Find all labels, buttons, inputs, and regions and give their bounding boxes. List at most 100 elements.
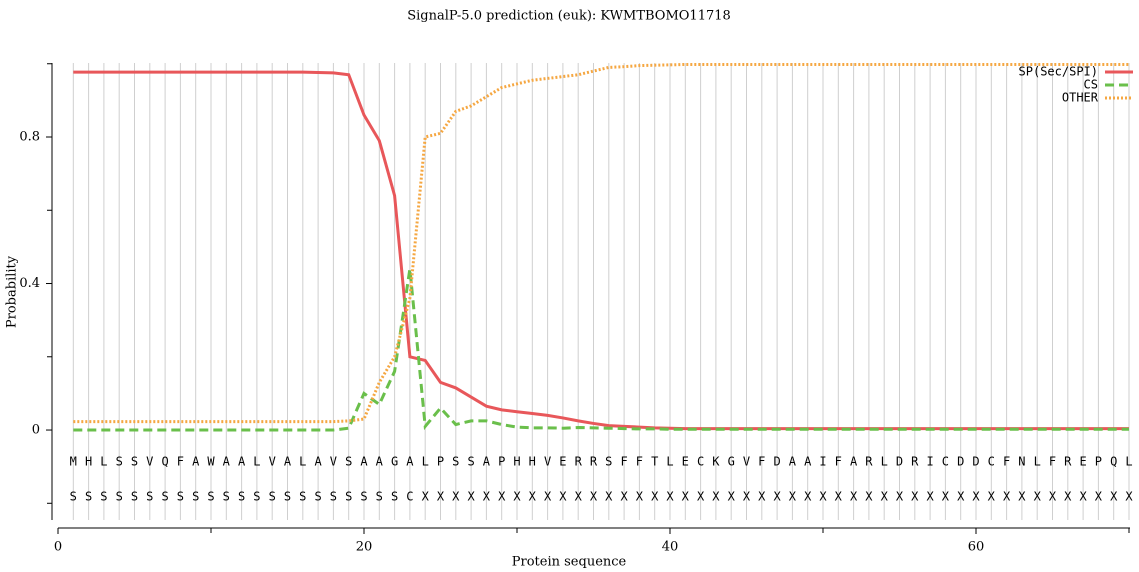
series-line [73,62,1129,424]
residue: L [1125,455,1132,469]
annotation: X [513,490,521,504]
annotation: X [620,490,628,504]
annotation: X [773,490,781,504]
annotation: X [743,490,751,504]
annotation: S [70,490,77,504]
annotation: S [192,490,199,504]
residue: D [773,455,780,469]
annotation: X [911,490,919,504]
residue: F [835,455,842,469]
residue: R [911,455,919,469]
residue: E [559,455,566,469]
annotation: S [345,490,352,504]
residue: C [988,455,995,469]
x-tick-label: 0 [54,540,62,555]
residue: R [590,455,598,469]
annotation: S [223,490,230,504]
residue: L [666,455,673,469]
x-tick-label: 40 [662,540,679,555]
residue: C [942,455,949,469]
residue: H [513,455,520,469]
residue: P [1095,455,1102,469]
residue: L [253,455,260,469]
residue: P [498,455,505,469]
residue: A [406,455,414,469]
annotation: X [972,490,980,504]
annotation: X [1095,490,1103,504]
annotation: X [651,490,659,504]
residue: F [1049,455,1056,469]
residue: A [850,455,858,469]
series-line [73,268,1129,432]
residue: H [529,455,536,469]
annotation: X [835,490,843,504]
residue: V [544,455,551,469]
annotation: S [161,490,168,504]
annotation: X [758,490,766,504]
residue: Q [161,455,168,469]
residue: I [926,455,933,469]
residue: N [1018,455,1025,469]
annotation: X [1064,490,1072,504]
residue: V [330,455,337,469]
residue: V [146,455,153,469]
residue: D [957,455,964,469]
residue: Q [1110,455,1117,469]
residue: A [483,455,491,469]
annotation: X [575,490,583,504]
y-axis-label: Probability [5,255,20,328]
annotation: X [896,490,904,504]
annotation: S [299,490,306,504]
annotation: X [590,490,598,504]
residue: A [192,455,200,469]
annotation: X [728,490,736,504]
residue: F [177,455,184,469]
residue: S [116,455,123,469]
residue: A [789,455,797,469]
residue: G [728,455,735,469]
annotation: S [391,490,398,504]
residue: V [743,455,750,469]
residue: A [238,455,246,469]
annotation: X [1079,490,1087,504]
annotation: S [330,490,337,504]
residue: V [269,455,276,469]
residue: L [1034,455,1041,469]
residue: T [651,455,658,469]
annotation: X [957,490,965,504]
annotation: X [881,490,889,504]
residue: G [391,455,398,469]
annotation: X [483,490,491,504]
annotation: X [666,490,674,504]
residue: S [467,455,474,469]
x-axis-label: Protein sequence [512,555,627,570]
residue: S [605,455,612,469]
annotation: X [422,490,430,504]
annotation: S [269,490,276,504]
residue: E [682,455,689,469]
y-tick-label: 0.4 [19,276,40,291]
residue: F [758,455,765,469]
residue: D [972,455,979,469]
annotation: X [605,490,613,504]
annotation: X [988,490,996,504]
annotation: X [498,490,506,504]
annotation: X [850,490,858,504]
annotation: X [712,490,720,504]
annotation: X [682,490,690,504]
annotation: S [376,490,383,504]
annotation: X [819,490,827,504]
residue: S [131,455,138,469]
annotation: X [1003,490,1011,504]
residue: I [819,455,826,469]
residue: R [865,455,873,469]
annotation: X [559,490,567,504]
residue: F [620,455,627,469]
residue: S [452,455,459,469]
residue: S [345,455,352,469]
annotation: X [452,490,460,504]
annotation: S [85,490,92,504]
annotation: X [544,490,552,504]
